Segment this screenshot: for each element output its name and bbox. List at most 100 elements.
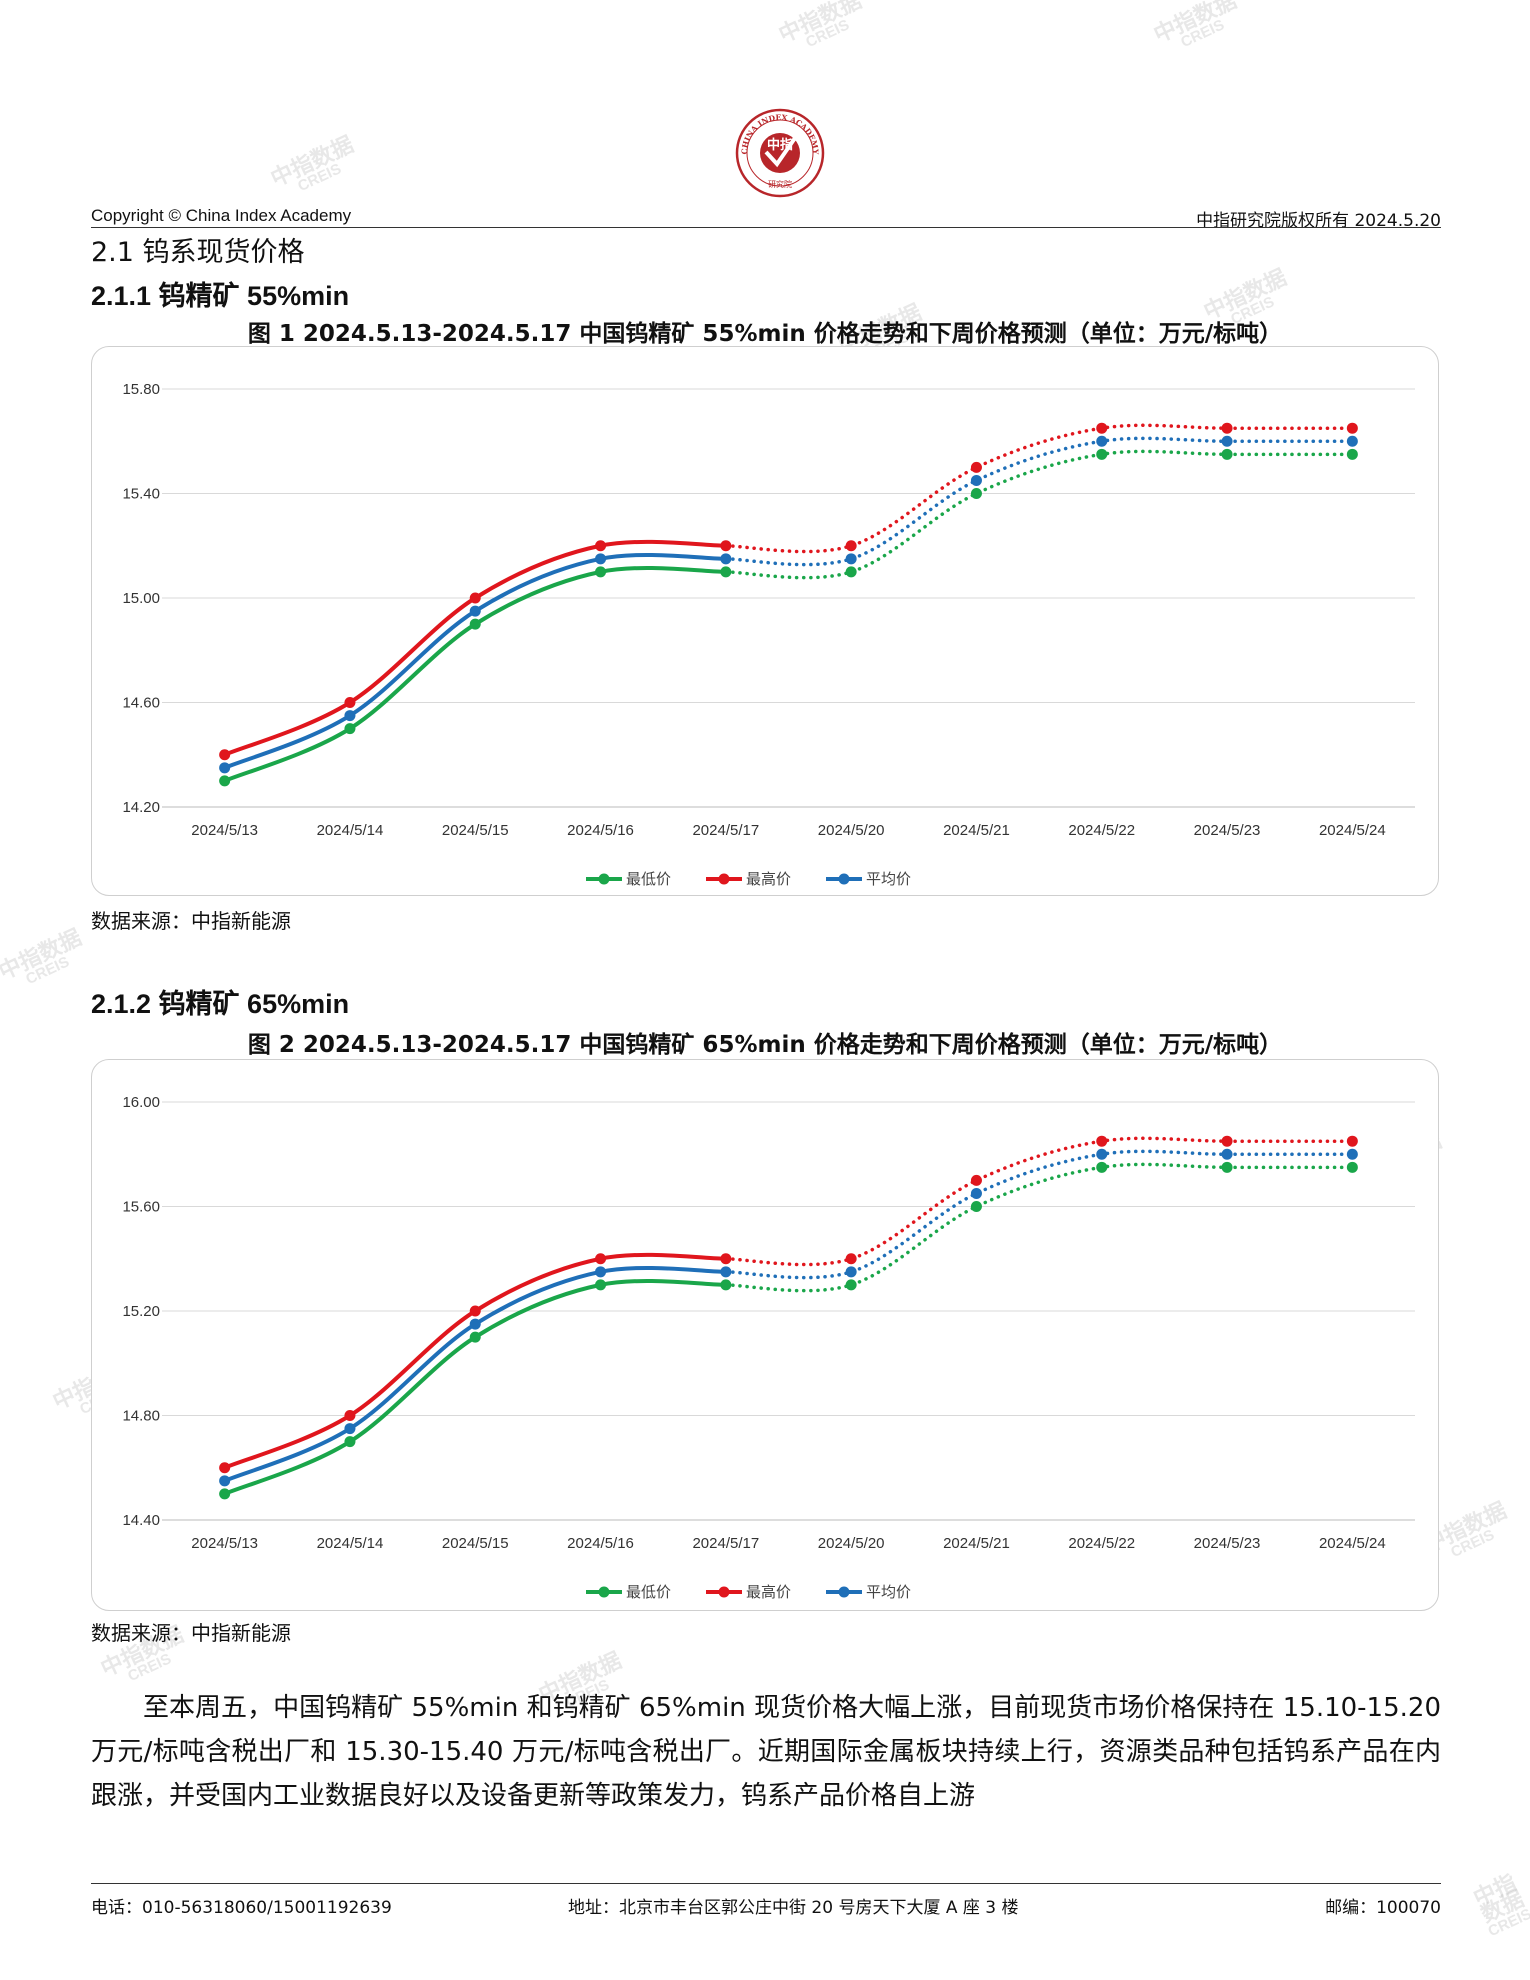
body-paragraph: 至本周五，中国钨精矿 55%min 和钨精矿 65%min 现货价格大幅上涨，目…: [91, 1686, 1441, 1818]
x-tick-label: 2024/5/15: [442, 822, 509, 839]
data-point: [595, 1253, 607, 1265]
legend-label: 平均价: [866, 1583, 911, 1601]
data-point: [1346, 1161, 1358, 1173]
footer-address: 地址：北京市丰台区郭公庄中街 20 号房天下大厦 A 座 3 楼: [568, 1898, 1019, 1918]
chart-1: 14.20 14.60 15.00 15.40 15.80 2024/5/13 2024/5…: [122, 381, 1415, 888]
series-line-forecast: [724, 1136, 1355, 1267]
x-tick-label: 2024/5/24: [1319, 1535, 1386, 1552]
data-point: [1096, 1135, 1108, 1147]
section-heading-2-1: 2.1 钨系现货价格: [91, 237, 305, 268]
legend-marker: [718, 873, 730, 885]
series-line-actual: [222, 1252, 728, 1470]
series-line-actual: [222, 1265, 728, 1483]
data-point: [970, 1187, 982, 1199]
data-point: [344, 1436, 356, 1448]
series-line-forecast: [724, 423, 1355, 554]
data-point: [219, 775, 231, 787]
figure-1-title: 图 1 2024.5.13-2024.5.17 中国钨精矿 55%min 价格走…: [247, 321, 1283, 347]
data-point: [219, 1462, 231, 1474]
header-divider: [91, 227, 1441, 228]
series-line-forecast: [724, 1162, 1355, 1293]
data-point: [1346, 435, 1358, 447]
footer-postcode: 邮编：100070: [1325, 1898, 1441, 1918]
data-point: [720, 566, 732, 578]
logo-bottom-text: 研究院: [768, 179, 792, 189]
x-tick-label: 2024/5/20: [818, 1535, 885, 1552]
data-point: [1221, 1135, 1233, 1147]
data-point: [845, 566, 857, 578]
y-tick-label: 15.80: [122, 381, 160, 398]
x-tick-label: 2024/5/20: [818, 822, 885, 839]
data-point: [1346, 448, 1358, 460]
data-point: [595, 553, 607, 565]
copyright-text: Copyright © China Index Academy: [91, 206, 352, 225]
legend-label: 最低价: [626, 1583, 671, 1601]
legend-marker: [598, 1586, 610, 1598]
x-tick-label: 2024/5/16: [567, 822, 634, 839]
data-point: [1346, 422, 1358, 434]
data-point: [720, 1253, 732, 1265]
x-tick-label: 2024/5/14: [317, 822, 384, 839]
data-point: [845, 553, 857, 565]
academy-logo: CHINA INDEX ACADEMY 中指 研究院: [735, 108, 825, 198]
data-point: [469, 618, 481, 630]
data-point: [845, 1279, 857, 1291]
data-point: [344, 723, 356, 735]
data-point: [1221, 422, 1233, 434]
series-line-forecast: [724, 1149, 1355, 1280]
data-point: [720, 1279, 732, 1291]
legend-label: 最高价: [746, 1583, 791, 1601]
data-point: [970, 461, 982, 473]
x-tick-label: 2024/5/16: [567, 1535, 634, 1552]
data-point: [219, 749, 231, 761]
x-tick-label: 2024/5/15: [442, 1535, 509, 1552]
x-tick-label: 2024/5/23: [1194, 822, 1261, 839]
series-line-forecast: [724, 449, 1355, 580]
data-point: [970, 1174, 982, 1186]
data-point: [469, 605, 481, 617]
data-point: [1221, 448, 1233, 460]
footer-divider: [91, 1883, 1441, 1884]
y-tick-label: 15.20: [122, 1303, 160, 1320]
y-tick-label: 16.00: [122, 1094, 160, 1111]
x-tick-label: 2024/5/21: [943, 822, 1010, 839]
x-tick-label: 2024/5/13: [191, 1535, 258, 1552]
data-point: [1346, 1148, 1358, 1160]
data-point: [1346, 1135, 1358, 1147]
data-point: [469, 1305, 481, 1317]
data-point: [720, 1266, 732, 1278]
chart-1-frame: 14.20 14.60 15.00 15.40 15.80 2024/5/13 2024/5…: [91, 346, 1439, 896]
legend-label: 最低价: [626, 870, 671, 888]
data-point: [845, 1253, 857, 1265]
rights-text: 中指研究院版权所有 2024.5.20: [1196, 211, 1441, 231]
figure-1-source: 数据来源：中指新能源: [91, 909, 291, 933]
y-tick-label: 14.60: [122, 695, 160, 712]
data-point: [595, 1279, 607, 1291]
y-tick-label: 14.20: [122, 799, 160, 816]
data-point: [1221, 435, 1233, 447]
x-tick-label: 2024/5/17: [692, 1535, 759, 1552]
legend-label: 最高价: [746, 870, 791, 888]
data-point: [1096, 435, 1108, 447]
legend-label: 平均价: [866, 870, 911, 888]
figure-2-title: 图 2 2024.5.13-2024.5.17 中国钨精矿 65%min 价格走…: [247, 1032, 1283, 1058]
data-point: [344, 1410, 356, 1421]
data-point: [344, 697, 356, 708]
x-tick-label: 2024/5/22: [1068, 822, 1135, 839]
y-tick-label: 15.00: [122, 590, 160, 607]
data-point: [1096, 1148, 1108, 1160]
data-point: [219, 1488, 231, 1500]
x-tick-label: 2024/5/13: [191, 822, 258, 839]
series-line-forecast: [724, 436, 1355, 567]
data-point: [970, 474, 982, 486]
data-point: [1221, 1161, 1233, 1173]
legend-marker: [838, 1586, 850, 1598]
data-point: [595, 540, 607, 552]
legend-marker: [598, 873, 610, 885]
data-point: [1096, 448, 1108, 460]
x-tick-label: 2024/5/14: [317, 1535, 384, 1552]
data-point: [344, 1423, 356, 1435]
